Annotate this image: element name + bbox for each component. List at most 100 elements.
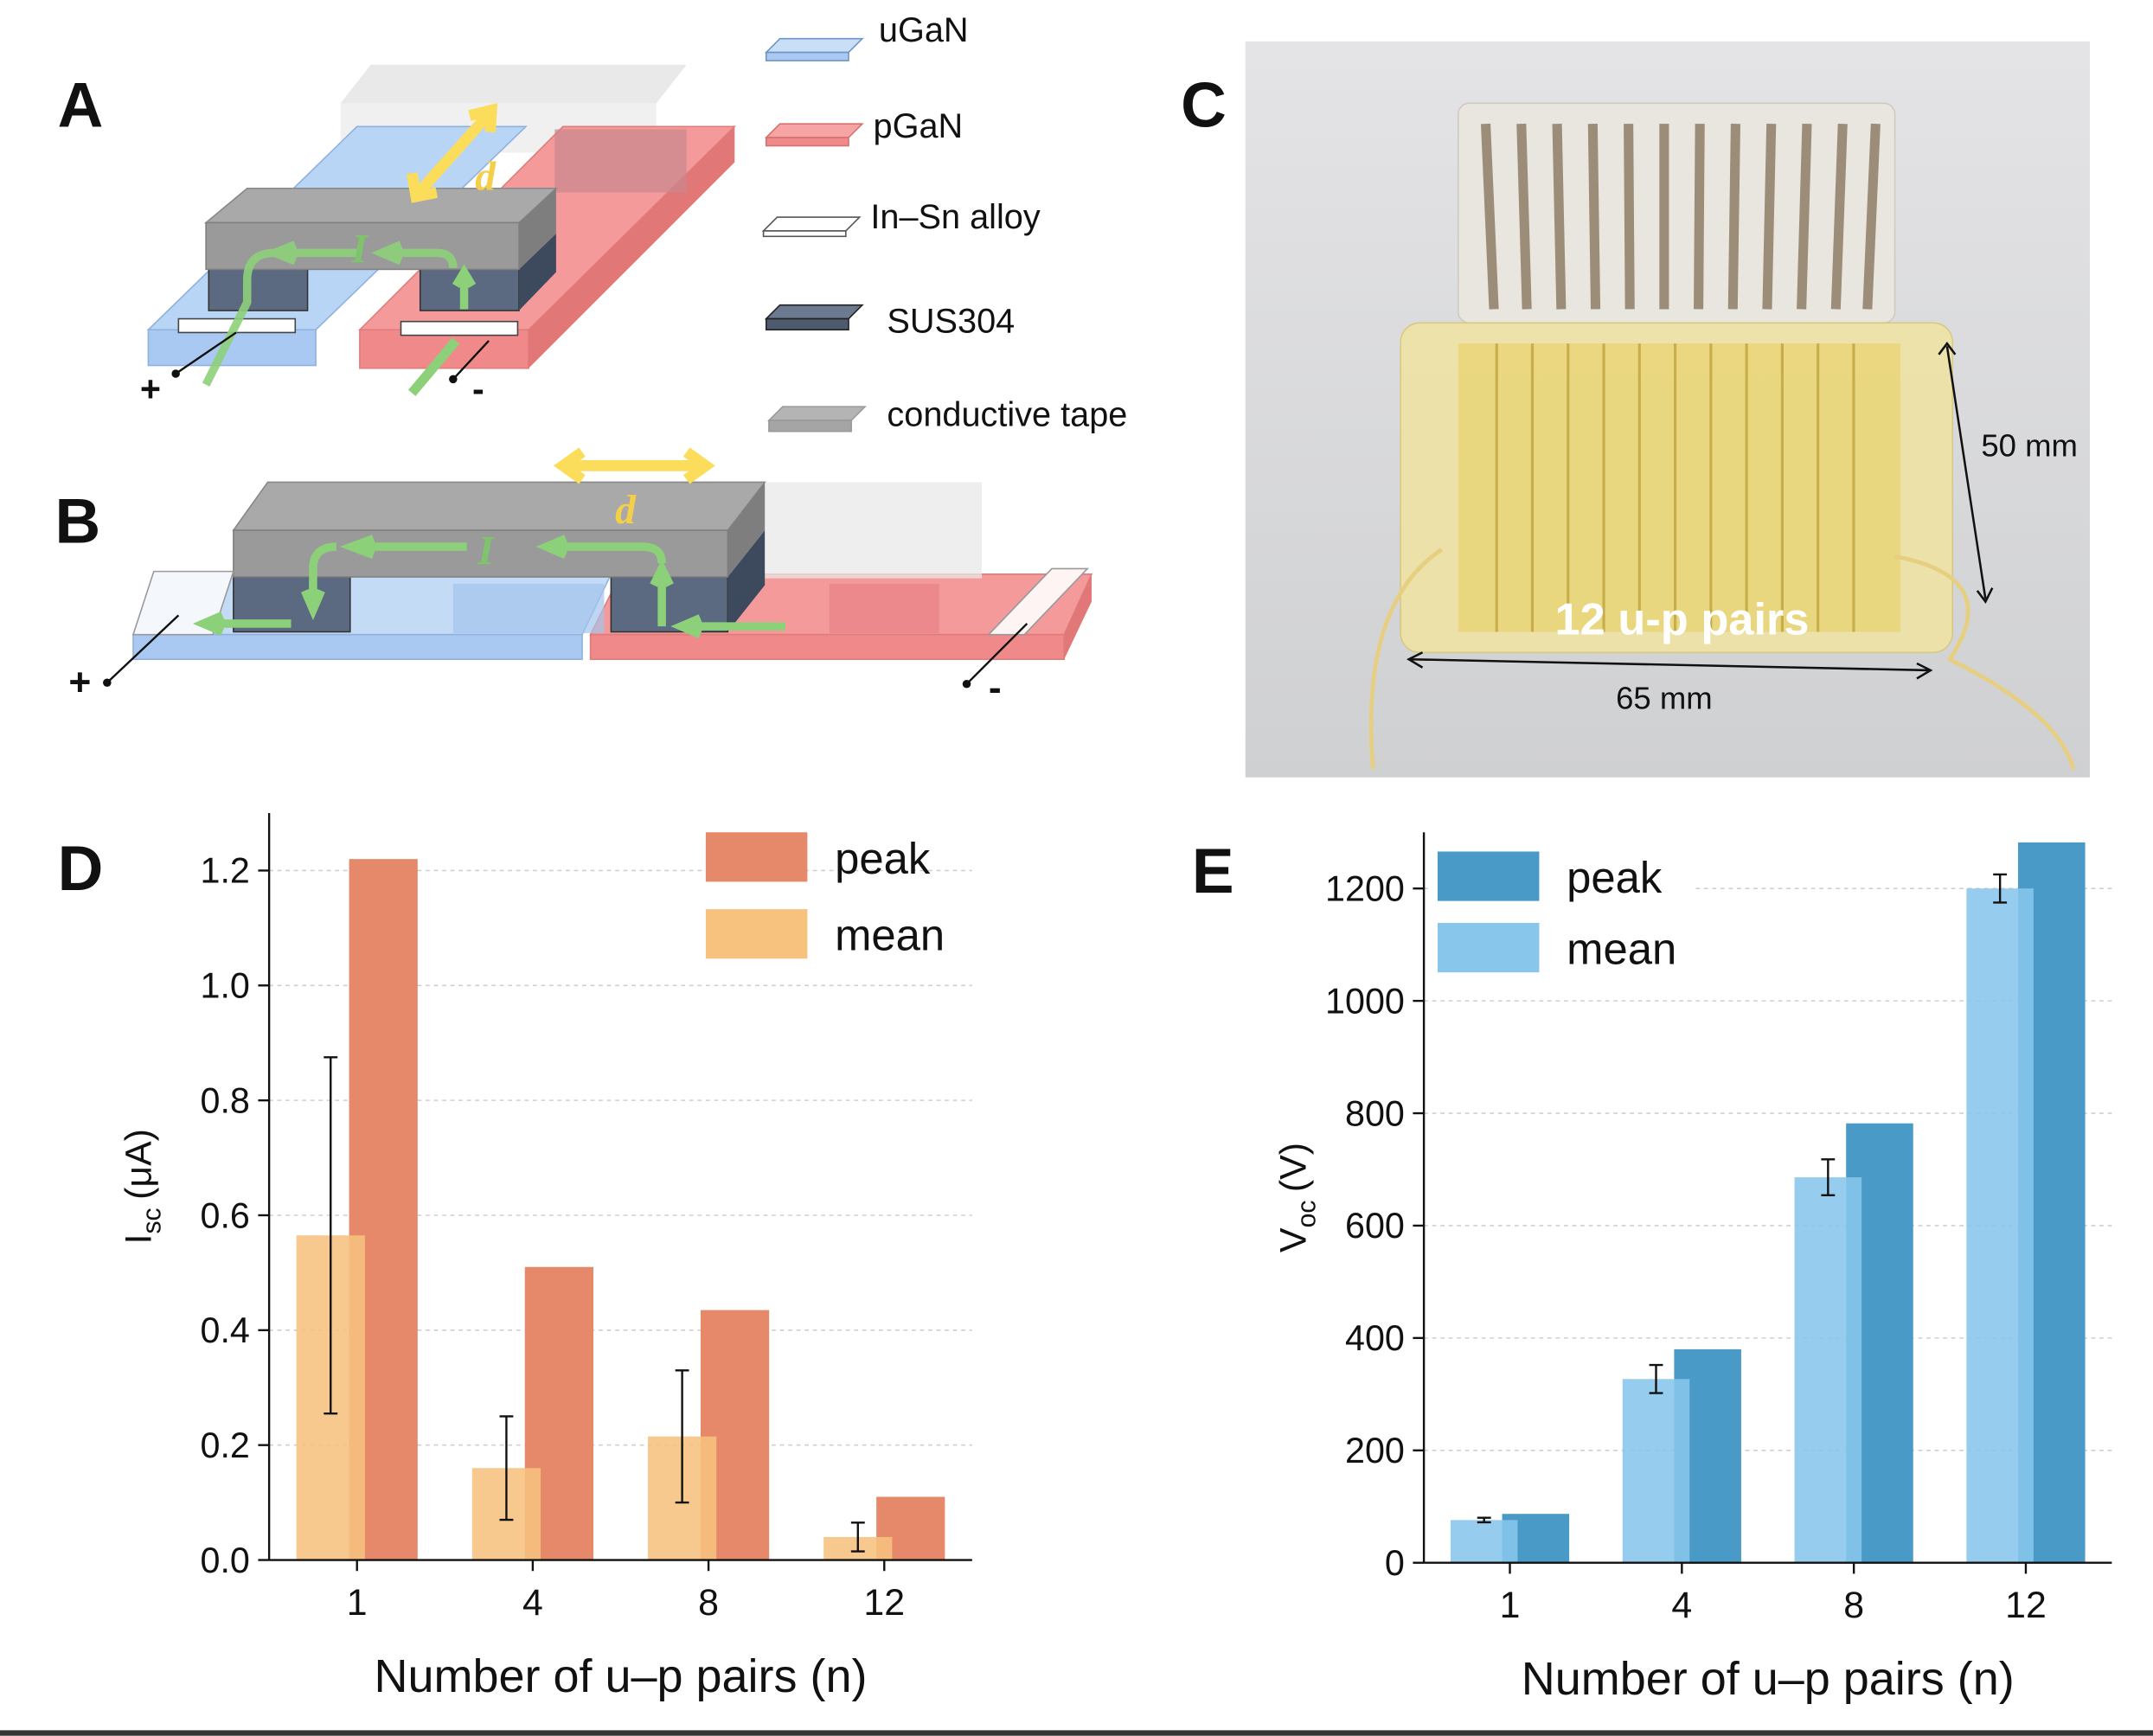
y-tick-label: 0.6 bbox=[201, 1195, 250, 1235]
y-tick-label: 1.2 bbox=[201, 851, 250, 891]
panel-label: B bbox=[54, 486, 100, 556]
tape-block bbox=[203, 187, 558, 224]
distance-label: d bbox=[615, 488, 637, 533]
negative-label: - bbox=[989, 667, 1002, 709]
bar bbox=[1966, 888, 2034, 1563]
y-tick-label: 1000 bbox=[1325, 981, 1405, 1021]
y-label-subscript: oc bbox=[1293, 1201, 1322, 1228]
legend-icon bbox=[764, 123, 864, 138]
positive-label: + bbox=[140, 369, 161, 409]
pgan-strip bbox=[589, 633, 1066, 661]
legend-swatch bbox=[705, 909, 808, 959]
y-tick-label: 600 bbox=[1345, 1206, 1405, 1246]
x-axis-label: Number of u–p pairs (n) bbox=[1522, 1653, 2015, 1705]
current-label: I bbox=[477, 529, 495, 574]
legend-icon bbox=[768, 420, 852, 432]
legend-label: peak bbox=[835, 834, 931, 883]
legend-swatch bbox=[705, 832, 808, 882]
y-axis-label: Voc (V) bbox=[1273, 1143, 1322, 1252]
x-axis-label: Number of u–p pairs (n) bbox=[375, 1650, 868, 1702]
in-sn-contact bbox=[987, 567, 1090, 636]
legend-label: peak bbox=[1567, 853, 1663, 902]
y-tick-label: 400 bbox=[1345, 1318, 1405, 1358]
current-label: I bbox=[350, 227, 368, 272]
ghost-block bbox=[452, 583, 605, 634]
dimension-arrow bbox=[1406, 651, 1933, 680]
bar bbox=[1450, 1520, 1518, 1563]
error-bar bbox=[324, 1056, 338, 1415]
y-tick-label: 0 bbox=[1385, 1543, 1405, 1583]
x-tick-label: 4 bbox=[1671, 1585, 1692, 1626]
sus304-block bbox=[208, 263, 309, 311]
legend-label: mean bbox=[1567, 925, 1676, 974]
error-bar bbox=[499, 1415, 514, 1521]
y-axis-label: Isc (μA) bbox=[119, 1129, 167, 1244]
terminal bbox=[962, 680, 971, 689]
y-tick-label: 0.2 bbox=[201, 1425, 250, 1465]
dimension-label: 50 mm bbox=[1981, 427, 2078, 463]
terminal bbox=[103, 678, 112, 687]
lead-wire bbox=[106, 614, 1028, 685]
sus304-block bbox=[727, 530, 766, 632]
chart: 0 200 400 600 800 1000 1200 1 4 8 12 Number of u–p … bbox=[1273, 832, 2112, 1705]
y-tick-label: 0.0 bbox=[201, 1541, 250, 1580]
legend-icon bbox=[764, 304, 864, 320]
terminal bbox=[171, 369, 180, 378]
y-tick-label: 1.0 bbox=[201, 966, 250, 1006]
pair-lines bbox=[1495, 343, 1855, 632]
ghost-tape bbox=[554, 129, 687, 193]
y-tick-label: 200 bbox=[1345, 1431, 1405, 1470]
device-core bbox=[1458, 343, 1900, 632]
bottom-border bbox=[0, 1730, 2153, 1736]
wire bbox=[1368, 548, 2076, 770]
panel-label: C bbox=[1181, 70, 1227, 140]
legend-label: mean bbox=[835, 911, 945, 960]
bar bbox=[1794, 1177, 1862, 1563]
distance-label: d bbox=[475, 154, 497, 199]
tape-block bbox=[727, 482, 766, 577]
y-tick-label: 0.4 bbox=[201, 1310, 250, 1350]
x-tick-label: 8 bbox=[1843, 1585, 1864, 1626]
legend-icon bbox=[767, 406, 867, 421]
x-tick-label: 1 bbox=[347, 1582, 368, 1624]
x-tick-label: 4 bbox=[522, 1582, 543, 1624]
y-tick-label: 1200 bbox=[1325, 868, 1405, 908]
sus304-block bbox=[519, 234, 556, 311]
legend-swatch bbox=[1437, 922, 1540, 973]
tape-block bbox=[232, 481, 766, 531]
current-arrow bbox=[407, 337, 460, 396]
legend-text: uGaN bbox=[879, 11, 969, 49]
in-sn-contact bbox=[400, 320, 519, 336]
chart: 0.0 0.2 0.4 0.6 0.8 1.0 1.2 1 4 8 12 Number of u–p … bbox=[119, 813, 972, 1702]
x-tick-label: 12 bbox=[863, 1582, 905, 1624]
legend-icon bbox=[765, 137, 849, 147]
legend-text: pGaN bbox=[874, 107, 964, 145]
displacement-arrow bbox=[553, 447, 715, 484]
legend-text: SUS304 bbox=[887, 302, 1015, 340]
y-label-symbol: V bbox=[1273, 1227, 1315, 1252]
x-tick-label: 1 bbox=[1500, 1585, 1521, 1626]
error-bar bbox=[1477, 1516, 1491, 1524]
ugan-strip bbox=[132, 633, 583, 661]
electrode-strips bbox=[1480, 123, 1881, 310]
lead-wire bbox=[175, 331, 490, 381]
y-label-unit: (V) bbox=[1273, 1143, 1315, 1192]
error-bar bbox=[1821, 1158, 1836, 1197]
positive-label: + bbox=[68, 661, 91, 703]
y-label-unit: (μA) bbox=[119, 1129, 160, 1200]
negative-label: - bbox=[472, 369, 484, 409]
legend-text: In–Sn alloy bbox=[870, 198, 1040, 236]
current-arrow bbox=[452, 264, 477, 310]
ghost-tape bbox=[340, 64, 687, 104]
y-tick-label: 0.8 bbox=[201, 1080, 250, 1120]
x-tick-label: 8 bbox=[698, 1582, 719, 1624]
panel-label: E bbox=[1192, 836, 1234, 906]
current-arrow bbox=[192, 535, 785, 639]
dimension-label: 65 mm bbox=[1616, 680, 1713, 715]
error-bar bbox=[675, 1369, 689, 1504]
current-arrow bbox=[202, 240, 458, 387]
photo-caption: 12 u-p pairs bbox=[1555, 595, 1810, 645]
ghost-block bbox=[829, 583, 939, 634]
